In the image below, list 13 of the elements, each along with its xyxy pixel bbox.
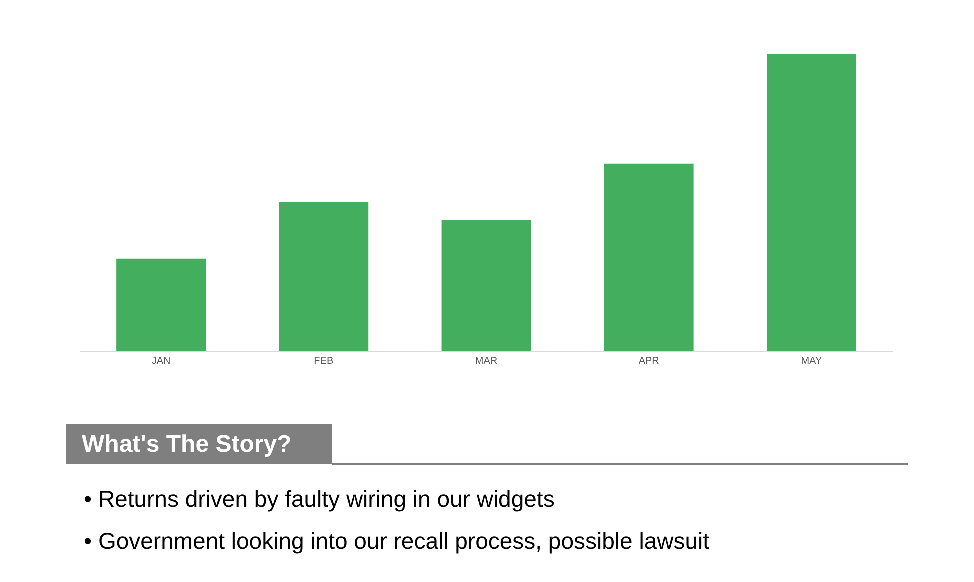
bar — [766, 54, 856, 351]
x-tick-label: APR — [638, 356, 660, 367]
x-tick-label: FEB — [314, 356, 334, 367]
bar — [604, 164, 694, 351]
text: • Government looking into our recall process, possible lawsuit — [84, 528, 710, 554]
text: • Returns driven by faulty wiring in our widgets — [84, 486, 555, 512]
x-tick-label: MAR — [475, 356, 498, 367]
bar — [442, 220, 532, 351]
text: What's The Story? — [82, 431, 292, 458]
bar — [279, 202, 369, 351]
x-tick-label: JAN — [152, 356, 171, 367]
x-tick-label: MAY — [801, 356, 822, 367]
bar — [116, 258, 206, 351]
